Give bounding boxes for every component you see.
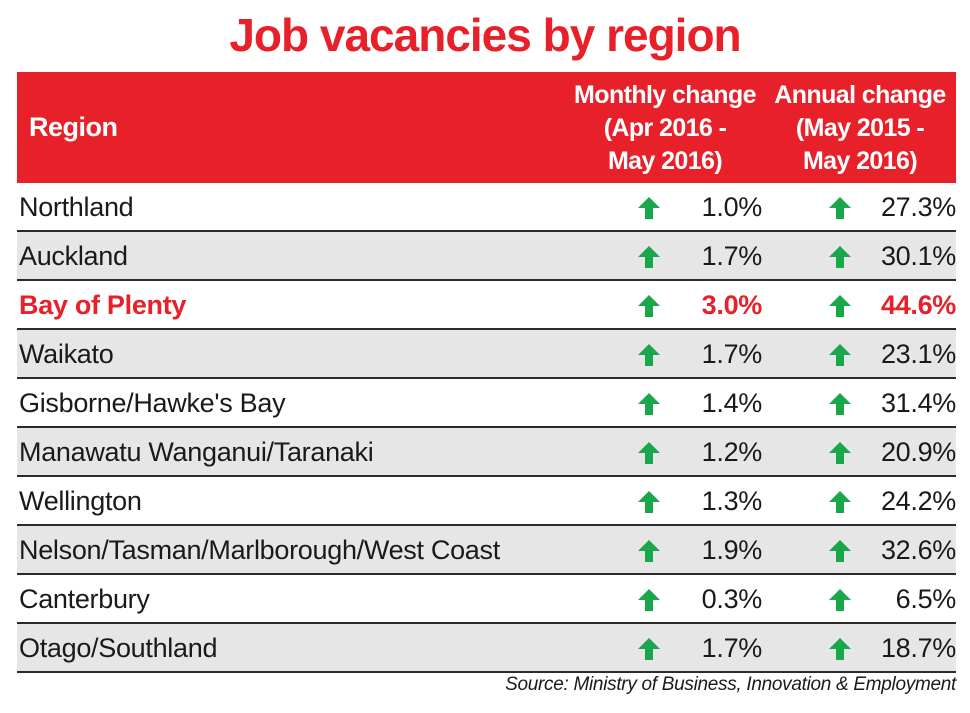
up-arrow-icon — [829, 540, 851, 562]
table-row: Waikato 1.7% 23.1% — [17, 330, 956, 379]
header-monthly-change: Monthly change (Apr 2016 - May 2016) — [570, 79, 760, 178]
up-arrow-icon — [829, 589, 851, 611]
monthly-change-value: 1.2% — [701, 437, 763, 467]
annual-change-value: 30.1% — [880, 241, 956, 271]
annual-change-value: 24.2% — [880, 486, 956, 516]
annual-change-value: 18.7% — [880, 633, 956, 663]
up-arrow-icon — [638, 540, 660, 562]
monthly-change-value: 0.3% — [701, 584, 763, 614]
table-row: Bay of Plenty 3.0% 44.6% — [17, 281, 956, 330]
annual-change-value: 31.4% — [880, 388, 956, 418]
up-arrow-icon — [638, 491, 660, 513]
vacancy-table: Region Monthly change (Apr 2016 - May 20… — [17, 72, 956, 673]
header-annual-change: Annual change (May 2015 - May 2016) — [770, 79, 950, 178]
up-arrow-icon — [638, 197, 660, 219]
header-annual-line-1: Annual change — [774, 81, 946, 109]
region-name: Otago/Southland — [19, 633, 218, 663]
table-row: Canterbury 0.3% 6.5% — [17, 575, 956, 624]
annual-change-value: 32.6% — [880, 535, 956, 565]
header-monthly-line-2: (Apr 2016 - — [603, 114, 727, 142]
monthly-change-value: 1.9% — [701, 535, 763, 565]
annual-change-value: 27.3% — [880, 192, 956, 222]
region-name: Manawatu Wanganui/Taranaki — [19, 437, 374, 467]
up-arrow-icon — [829, 393, 851, 415]
up-arrow-icon — [829, 295, 851, 317]
region-name: Auckland — [19, 241, 128, 271]
region-name: Wellington — [19, 486, 142, 516]
table-row: Manawatu Wanganui/Taranaki 1.2% 20.9% — [17, 428, 956, 477]
up-arrow-icon — [638, 246, 660, 268]
region-name: Waikato — [19, 339, 114, 369]
table-body: Northland 1.0% 27.3% Auckland 1.7% 30.1% Bay o… — [17, 183, 956, 673]
up-arrow-icon — [829, 491, 851, 513]
table-header: Region Monthly change (Apr 2016 - May 20… — [17, 72, 956, 183]
table-row: Northland 1.0% 27.3% — [17, 183, 956, 232]
up-arrow-icon — [638, 344, 660, 366]
up-arrow-icon — [638, 638, 660, 660]
region-name: Northland — [19, 192, 134, 222]
up-arrow-icon — [638, 295, 660, 317]
up-arrow-icon — [829, 246, 851, 268]
monthly-change-value: 3.0% — [701, 290, 763, 320]
table-row: Gisborne/Hawke's Bay 1.4% 31.4% — [17, 379, 956, 428]
annual-change-value: 6.5% — [895, 584, 957, 614]
table-row: Otago/Southland 1.7% 18.7% — [17, 624, 956, 673]
monthly-change-value: 1.3% — [701, 486, 763, 516]
region-name: Gisborne/Hawke's Bay — [19, 388, 286, 418]
region-name: Bay of Plenty — [19, 290, 187, 320]
table-row: Wellington 1.3% 24.2% — [17, 477, 956, 526]
up-arrow-icon — [638, 393, 660, 415]
annual-change-value: 20.9% — [880, 437, 956, 467]
up-arrow-icon — [829, 344, 851, 366]
up-arrow-icon — [829, 638, 851, 660]
monthly-change-value: 1.7% — [701, 633, 763, 663]
chart-title: Job vacancies by region — [229, 9, 741, 61]
table-row: Nelson/Tasman/Marlborough/West Coast 1.9%… — [17, 526, 956, 575]
region-name: Nelson/Tasman/Marlborough/West Coast — [19, 535, 500, 565]
region-name: Canterbury — [19, 584, 150, 614]
header-annual-line-2: (May 2015 - — [795, 114, 925, 142]
header-annual-line-3: May 2016) — [802, 147, 918, 175]
header-monthly-line-1: Monthly change — [574, 81, 756, 109]
annual-change-value: 23.1% — [880, 339, 956, 369]
monthly-change-value: 1.4% — [701, 388, 763, 418]
up-arrow-icon — [829, 197, 851, 219]
source-note: Source: Ministry of Business, Innovation… — [505, 674, 956, 695]
up-arrow-icon — [638, 589, 660, 611]
up-arrow-icon — [829, 442, 851, 464]
header-region: Region — [29, 112, 118, 142]
table-row: Auckland 1.7% 30.1% — [17, 232, 956, 281]
monthly-change-value: 1.7% — [701, 241, 763, 271]
up-arrow-icon — [638, 442, 660, 464]
monthly-change-value: 1.7% — [701, 339, 763, 369]
header-monthly-line-3: May 2016) — [607, 147, 723, 175]
monthly-change-value: 1.0% — [701, 192, 763, 222]
annual-change-value: 44.6% — [880, 290, 956, 320]
